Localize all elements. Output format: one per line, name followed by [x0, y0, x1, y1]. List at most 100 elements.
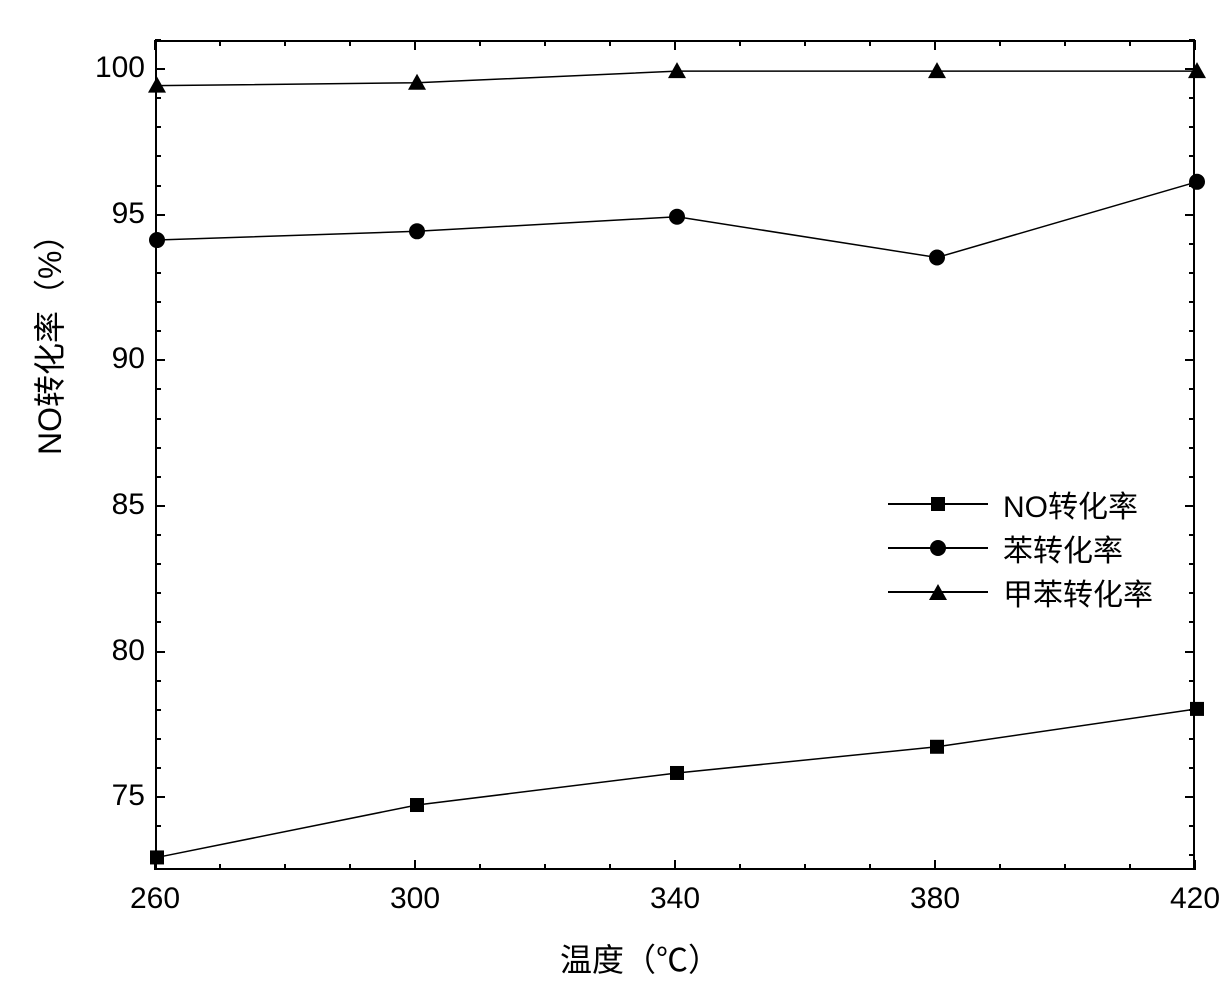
y-minor-tick: [1189, 97, 1195, 99]
y-tick-mark: [1185, 68, 1195, 70]
x-tick-mark: [674, 860, 676, 870]
y-minor-tick: [155, 155, 161, 157]
x-tick-mark: [1194, 860, 1196, 870]
x-minor-tick: [999, 864, 1001, 870]
legend-line: [888, 547, 988, 549]
series-line: [157, 709, 1197, 858]
y-tick-mark: [1185, 359, 1195, 361]
data-marker: [668, 62, 686, 78]
data-marker: [148, 77, 166, 93]
data-marker: [930, 740, 944, 754]
y-minor-tick: [155, 738, 161, 740]
x-tick-mark: [1194, 40, 1196, 50]
x-minor-tick: [869, 864, 871, 870]
y-minor-tick: [1189, 621, 1195, 623]
y-minor-tick: [1189, 126, 1195, 128]
y-minor-tick: [155, 709, 161, 711]
y-tick-mark: [155, 651, 165, 653]
y-minor-tick: [1189, 185, 1195, 187]
y-minor-tick: [155, 330, 161, 332]
y-tick-label: 95: [85, 197, 145, 231]
x-tick-mark: [934, 40, 936, 50]
y-minor-tick: [1189, 476, 1195, 478]
y-tick-label: 85: [85, 488, 145, 522]
x-minor-tick: [1129, 864, 1131, 870]
y-minor-tick: [1189, 388, 1195, 390]
x-minor-tick: [544, 864, 546, 870]
legend-line: [888, 591, 988, 593]
legend-line: [888, 503, 988, 505]
y-minor-tick: [155, 185, 161, 187]
legend-label: 苯转化率: [1003, 526, 1123, 570]
y-minor-tick: [1189, 709, 1195, 711]
data-marker: [150, 850, 164, 864]
x-minor-tick: [739, 40, 741, 46]
y-minor-tick: [1189, 680, 1195, 682]
y-minor-tick: [1189, 447, 1195, 449]
y-minor-tick: [1189, 534, 1195, 536]
x-axis-label: 温度（℃）: [560, 935, 720, 981]
x-minor-tick: [284, 864, 286, 870]
y-tick-label: 100: [85, 51, 145, 85]
x-minor-tick: [479, 40, 481, 46]
y-minor-tick: [155, 272, 161, 274]
y-minor-tick: [1189, 418, 1195, 420]
y-minor-tick: [1189, 155, 1195, 157]
y-minor-tick: [155, 563, 161, 565]
data-marker: [929, 250, 945, 266]
plot-area: NO转化率 苯转化率 甲苯转化率: [155, 40, 1195, 870]
data-marker: [1188, 62, 1206, 78]
x-minor-tick: [479, 864, 481, 870]
y-minor-tick: [155, 767, 161, 769]
x-minor-tick: [804, 40, 806, 46]
x-tick-mark: [414, 40, 416, 50]
y-tick-mark: [155, 68, 165, 70]
y-minor-tick: [155, 476, 161, 478]
square-marker-icon: [931, 497, 945, 511]
data-marker: [928, 62, 946, 78]
y-minor-tick: [155, 447, 161, 449]
y-minor-tick: [155, 388, 161, 390]
y-minor-tick: [1189, 825, 1195, 827]
y-minor-tick: [155, 680, 161, 682]
y-axis-label: NO转化率（%）: [25, 219, 71, 455]
legend-label: 甲苯转化率: [1003, 570, 1153, 614]
x-minor-tick: [219, 864, 221, 870]
x-minor-tick: [1129, 40, 1131, 46]
y-minor-tick: [155, 243, 161, 245]
y-minor-tick: [155, 418, 161, 420]
chart-container: NO转化率 苯转化率 甲苯转化率 NO转化率（%） 温度（℃） 75808590…: [0, 0, 1231, 993]
y-tick-mark: [1185, 651, 1195, 653]
x-minor-tick: [869, 40, 871, 46]
y-minor-tick: [155, 854, 161, 856]
y-minor-tick: [155, 825, 161, 827]
x-tick-mark: [154, 860, 156, 870]
x-minor-tick: [739, 864, 741, 870]
x-minor-tick: [1064, 864, 1066, 870]
legend-item-toluene: 甲苯转化率: [888, 570, 1153, 614]
y-minor-tick: [1189, 243, 1195, 245]
y-tick-label: 80: [85, 634, 145, 668]
legend-item-no: NO转化率: [888, 482, 1153, 526]
y-minor-tick: [155, 301, 161, 303]
y-tick-mark: [1185, 796, 1195, 798]
y-minor-tick: [1189, 563, 1195, 565]
x-tick-mark: [154, 40, 156, 50]
y-tick-label: 90: [85, 342, 145, 376]
y-minor-tick: [1189, 854, 1195, 856]
legend: NO转化率 苯转化率 甲苯转化率: [888, 482, 1153, 614]
triangle-marker-icon: [929, 584, 947, 600]
x-tick-label: 300: [385, 882, 445, 916]
data-marker: [1189, 174, 1205, 190]
x-tick-label: 420: [1165, 882, 1225, 916]
x-tick-mark: [934, 860, 936, 870]
x-tick-mark: [674, 40, 676, 50]
y-tick-mark: [155, 359, 165, 361]
x-minor-tick: [219, 40, 221, 46]
data-marker: [410, 798, 424, 812]
x-tick-label: 380: [905, 882, 965, 916]
legend-item-benzene: 苯转化率: [888, 526, 1153, 570]
data-marker: [149, 232, 165, 248]
y-minor-tick: [155, 621, 161, 623]
x-minor-tick: [609, 864, 611, 870]
